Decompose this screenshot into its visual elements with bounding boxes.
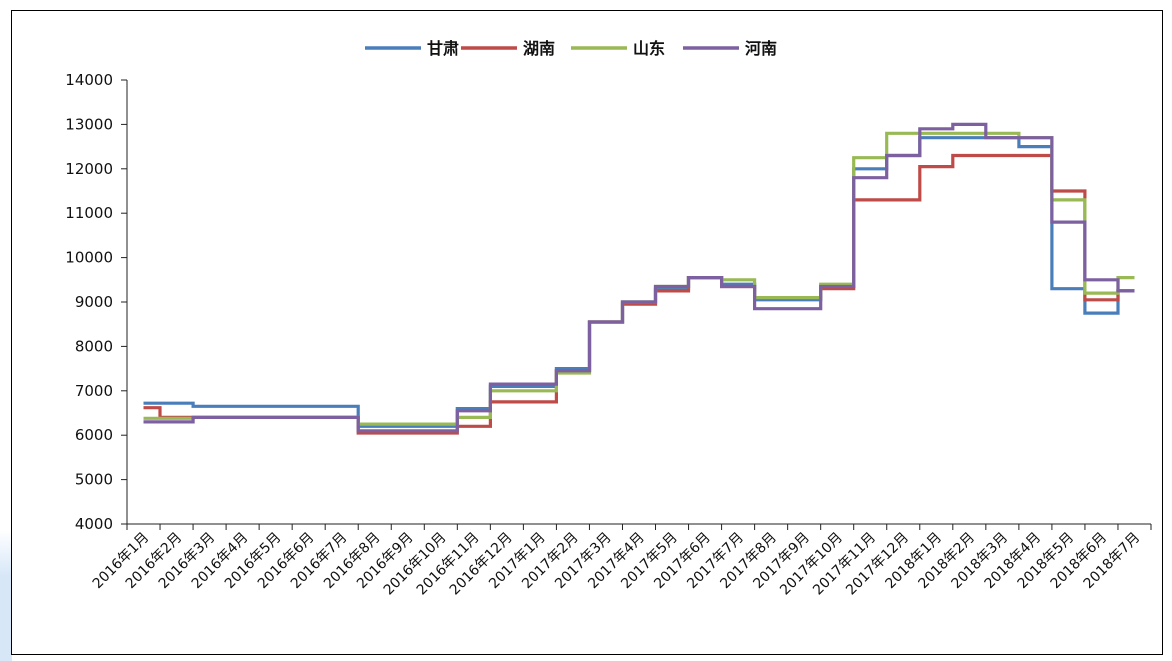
- legend: 甘肃 湖南 山东 河南: [365, 39, 777, 58]
- y-tick-label: 14000: [65, 71, 113, 89]
- y-tick-label: 8000: [75, 337, 113, 355]
- legend-label-2: 山东: [633, 39, 665, 58]
- legend-label-0: 甘肃: [427, 39, 459, 58]
- x-axis: 2016年1月2016年2月2016年3月2016年4月2016年5月2016年…: [90, 523, 1152, 598]
- legend-label-3: 河南: [745, 39, 777, 58]
- series-line-0: [143, 136, 1135, 428]
- legend-label-1: 湖南: [523, 39, 555, 58]
- y-tick-label: 7000: [75, 382, 113, 400]
- y-tick-label: 9000: [75, 293, 113, 311]
- y-tick-label: 13000: [65, 115, 113, 133]
- y-axis: 4000 5000 6000 7000 8000 9000 10000 11000 12000 1…: [65, 71, 128, 533]
- series-line-2: [143, 131, 1135, 426]
- series-line-1: [143, 153, 1135, 435]
- chart-frame: [11, 10, 1163, 655]
- series-line-3: [143, 122, 1135, 433]
- y-tick-label: 12000: [65, 160, 113, 178]
- y-tick-label: 10000: [65, 249, 113, 267]
- y-tick-label: 4000: [75, 515, 113, 533]
- y-tick-label: 11000: [65, 204, 113, 222]
- left-edge-decoration: [0, 530, 12, 661]
- y-tick-label: 6000: [75, 426, 113, 444]
- y-tick-label: 5000: [75, 471, 113, 489]
- plot-area: [143, 122, 1135, 435]
